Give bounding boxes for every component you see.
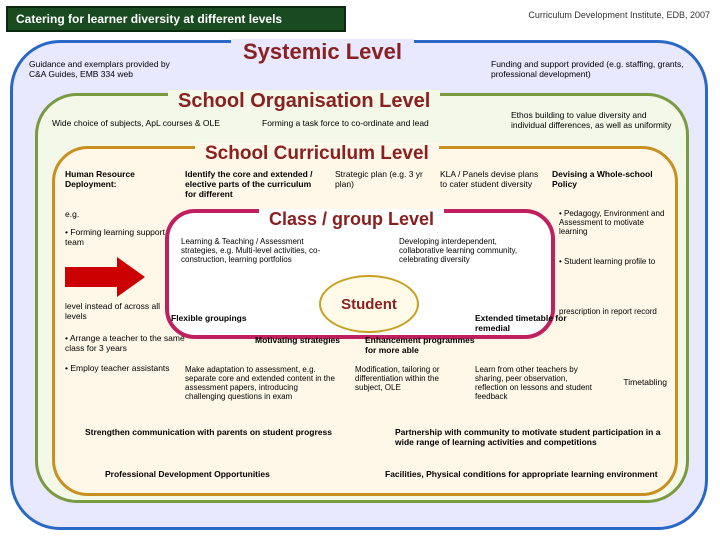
school-curr-label: School Curriculum Level: [195, 143, 439, 165]
school-curr-ring: School Curriculum Level Human Resource D…: [52, 146, 678, 496]
sc-bullet-level: level instead of across all levels: [65, 301, 175, 321]
class-level-label: Class / group Level: [259, 209, 444, 230]
class-collaborative: Developing interdependent, collaborative…: [399, 237, 539, 264]
sc-strategic-plan: Strategic plan (e.g. 3 yr plan): [335, 169, 430, 189]
school-org-ring: School Organisation Level Wide choice of…: [35, 93, 689, 503]
flexible-groupings: Flexible groupings: [171, 313, 247, 323]
sc-bullet-assistant: • Employ teacher assistants: [65, 363, 185, 373]
sc-pedagogy: • Pedagogy, Environment and Assessment t…: [559, 209, 667, 236]
student-oval: Student: [319, 275, 419, 333]
systemic-label: Systemic Level: [231, 39, 414, 65]
school-org-left: Wide choice of subjects, ApL courses & O…: [52, 118, 262, 128]
school-org-right: Ethos building to value diversity and in…: [511, 110, 676, 130]
school-org-label: School Organisation Level: [168, 90, 440, 113]
eg-label: e.g.: [65, 209, 79, 219]
enhancement-programmes: Enhancement programmes for more able: [365, 335, 485, 355]
systemic-right-text: Funding and support provided (e.g. staff…: [491, 59, 691, 79]
sc-bullet-teacher: • Arrange a teacher to the same class fo…: [65, 333, 185, 353]
sc-bullet-team: • Forming learning support team: [65, 227, 165, 247]
sc-facilities: Facilities, Physical conditions for appr…: [385, 469, 665, 479]
sc-timetabling: Timetabling: [587, 377, 667, 387]
sc-prescription: prescription in report record: [559, 307, 667, 316]
sc-parents-comm: Strengthen communication with parents on…: [85, 427, 335, 437]
sc-whole-school: Devising a Whole-school Policy: [552, 169, 667, 189]
attribution: Curriculum Development Institute, EDB, 2…: [528, 10, 710, 20]
sc-kla-panels: KLA / Panels devise plans to cater stude…: [440, 169, 545, 189]
systemic-level-ring: Systemic Level Guidance and exemplars pr…: [10, 40, 708, 530]
sc-community-partner: Partnership with community to motivate s…: [395, 427, 665, 447]
sc-prof-dev: Professional Development Opportunities: [105, 469, 270, 479]
sc-hr-deploy: Human Resource Deployment:: [65, 169, 165, 189]
class-learning-teaching: Learning & Teaching / Assessment strateg…: [181, 237, 331, 264]
page-title: Catering for learner diversity at differ…: [6, 6, 346, 32]
sc-identify-core: Identify the core and extended / electiv…: [185, 169, 315, 199]
sc-student-profile: • Student learning profile to: [559, 257, 667, 266]
extended-timetable: Extended timetable for remedial: [475, 313, 575, 333]
school-org-mid: Forming a task force to co-ordinate and …: [262, 118, 442, 128]
systemic-left-text: Guidance and exemplars provided by C&A G…: [29, 59, 184, 79]
sc-modification: Modification, tailoring or differentiati…: [355, 365, 455, 392]
red-arrow-icon: [65, 257, 145, 297]
motivating-strategies: Motivating strategies: [255, 335, 340, 345]
sc-learn-teachers: Learn from other teachers by sharing, pe…: [475, 365, 595, 401]
sc-assessment-adapt: Make adaptation to assessment, e.g. sepa…: [185, 365, 340, 401]
